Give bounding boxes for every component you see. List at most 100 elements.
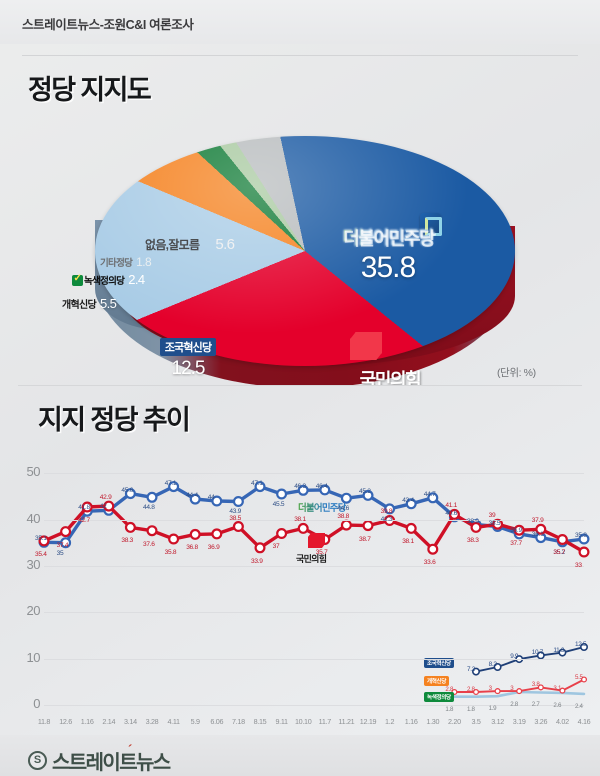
chart-gridline bbox=[44, 705, 584, 706]
chart-value-label: 45.2 bbox=[359, 488, 371, 496]
section-divider bbox=[18, 385, 582, 386]
header-bar bbox=[0, 0, 600, 44]
chart-value-label: 38.5 bbox=[488, 519, 501, 527]
chart-y-tick-label: 20 bbox=[26, 603, 41, 619]
chart-x-tick-label: 2.20 bbox=[447, 717, 461, 726]
chart-data-point bbox=[558, 648, 567, 657]
chart-value-label: 47.1 bbox=[251, 479, 263, 487]
chart-value-label: 43.4 bbox=[402, 496, 414, 504]
chart-value-label: 46.4 bbox=[315, 482, 328, 490]
chart-data-point bbox=[211, 528, 223, 540]
chart-value-label: 1.8 bbox=[445, 705, 454, 713]
trend-section-title: 지지 정당 추이 bbox=[38, 405, 191, 435]
chart-data-point bbox=[556, 533, 568, 545]
trend-legend-cho-innovation-party: 조국혁신당 bbox=[424, 658, 454, 668]
chart-data-point bbox=[124, 488, 136, 500]
chart-data-point bbox=[448, 508, 460, 520]
chart-y-tick-label: 30 bbox=[26, 556, 41, 572]
chart-value-label: 36.9 bbox=[510, 526, 522, 534]
trend-chart-svg bbox=[38, 481, 590, 699]
chart-value-label: 44.6 bbox=[337, 505, 350, 513]
chart-data-point bbox=[211, 495, 223, 507]
chart-value-label: 3 bbox=[488, 685, 492, 693]
chart-value-label: 38.5 bbox=[229, 514, 242, 522]
chart-data-point bbox=[472, 688, 480, 696]
chart-data-point bbox=[60, 526, 72, 538]
chart-value-label: 41.1 bbox=[445, 502, 458, 510]
chart-value-label: 38.1 bbox=[402, 538, 414, 546]
chart-value-label: 33 bbox=[575, 562, 582, 569]
chart-data-point bbox=[146, 525, 158, 537]
pie-value-democratic: 35.8 bbox=[360, 251, 416, 284]
chart-value-label: 2.4 bbox=[575, 702, 583, 710]
chart-data-point bbox=[578, 533, 590, 545]
chart-gridline bbox=[44, 658, 584, 660]
chart-data-point bbox=[38, 535, 50, 547]
pie-label-none-dontknow: 없음,잘모름 5.6 bbox=[145, 236, 235, 253]
chart-value-label: 33.6 bbox=[423, 559, 436, 567]
chart-data-point bbox=[405, 522, 417, 534]
chart-value-label: 41.8 bbox=[78, 504, 90, 512]
chart-data-point bbox=[362, 489, 374, 501]
chart-y-tick-label: 0 bbox=[33, 696, 40, 711]
pie-value-other: 1.8 bbox=[136, 255, 152, 269]
pie-value-none: 5.6 bbox=[215, 236, 235, 253]
chart-value-label: 39 bbox=[488, 512, 496, 520]
chart-value-label: 7.2 bbox=[467, 665, 475, 673]
trend-legend-green-justice-party: 녹색정의당 bbox=[424, 692, 454, 702]
trend-ppp-logo-icon bbox=[308, 533, 325, 548]
chart-value-label: 35.7 bbox=[553, 549, 566, 557]
chart-value-label: 38.8 bbox=[337, 513, 350, 521]
header-divider bbox=[22, 55, 578, 56]
pie-value-reform: 5.5 bbox=[100, 296, 117, 311]
democratic-party-logo-icon bbox=[420, 213, 442, 236]
chart-y-tick-label: 50 bbox=[26, 464, 41, 480]
chart-value-label: 39.8 bbox=[380, 508, 393, 516]
chart-value-label: 36.9 bbox=[207, 543, 220, 551]
chart-data-point bbox=[427, 543, 439, 555]
chart-x-tick-label: 8.15 bbox=[253, 717, 267, 726]
chart-value-label: 35.2 bbox=[553, 548, 566, 556]
chart-value-label: 37.6 bbox=[143, 540, 155, 548]
chart-value-label: 2.8 bbox=[510, 701, 518, 709]
chart-value-label: 5.5 bbox=[575, 673, 583, 681]
chart-data-point bbox=[232, 520, 244, 532]
chart-value-label: 37 bbox=[272, 543, 280, 551]
people-power-party-logo-icon bbox=[350, 332, 382, 360]
footer-bar bbox=[0, 735, 600, 776]
chart-gridline bbox=[44, 565, 584, 567]
chart-x-tick-label: 1.16 bbox=[404, 717, 418, 726]
pie-label-ppp-name: 국민의힘 bbox=[359, 370, 422, 385]
pie-label-other-parties: 기타정당 1.8 bbox=[100, 255, 152, 269]
chart-value-label: 42 bbox=[99, 503, 107, 511]
chart-value-label: 2.8 bbox=[467, 686, 475, 694]
chart-value-label: 38.3 bbox=[467, 537, 479, 545]
pie-label-none-name: 없음,잘모름 bbox=[145, 238, 200, 252]
chart-value-label: 1.9 bbox=[488, 705, 497, 713]
logo-accent-mark-icon: ´ bbox=[128, 742, 133, 757]
chart-data-point bbox=[340, 519, 352, 531]
chart-value-label: 12.5 bbox=[575, 641, 587, 649]
chart-data-point bbox=[493, 663, 502, 672]
site-logo[interactable]: 스트레이트뉴스 bbox=[28, 746, 171, 775]
chart-x-tick-label: 1.30 bbox=[426, 717, 440, 726]
chart-value-label: 44.8 bbox=[143, 504, 155, 512]
trend-label-people-power-party: 국민의힘 bbox=[296, 554, 327, 564]
chart-data-point bbox=[559, 687, 566, 694]
chart-data-point bbox=[297, 522, 309, 534]
chart-x-tick-label: 7.18 bbox=[231, 717, 245, 726]
chart-data-point bbox=[579, 643, 588, 652]
pie-label-democratic-name: 더불어민주당 bbox=[298, 224, 478, 250]
chart-data-point bbox=[254, 481, 266, 493]
chart-value-label: 11.3 bbox=[553, 646, 565, 654]
chart-x-tick-label: 11.7 bbox=[318, 717, 332, 726]
chart-x-tick-label: 11.21 bbox=[338, 717, 355, 726]
chart-data-point bbox=[146, 491, 158, 503]
chart-value-label: 43.9 bbox=[229, 508, 242, 516]
chart-gridline bbox=[44, 473, 584, 475]
site-logo-text: 스트레이트뉴스 bbox=[52, 752, 171, 774]
chart-value-label: 35.7 bbox=[315, 549, 328, 557]
chart-value-label: 42.9 bbox=[99, 494, 112, 502]
